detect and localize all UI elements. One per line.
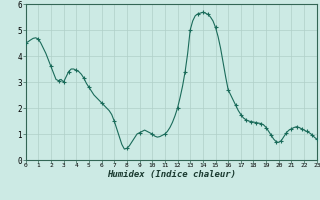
- X-axis label: Humidex (Indice chaleur): Humidex (Indice chaleur): [107, 170, 236, 179]
